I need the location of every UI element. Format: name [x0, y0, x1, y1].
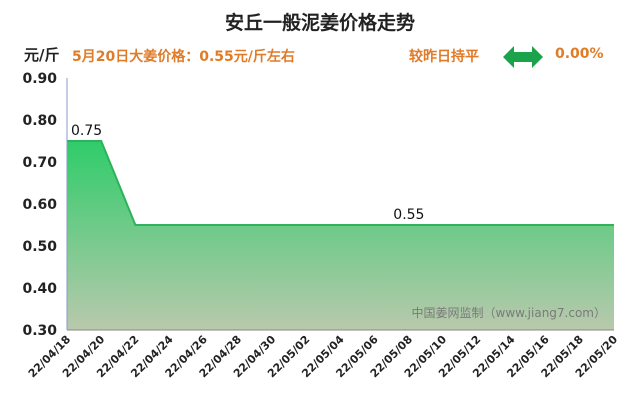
compare-value: 0.00% — [555, 46, 604, 62]
y-tick-label: 0.80 — [22, 113, 57, 129]
price-line — [67, 140, 614, 226]
x-axis-ticks: 22/04/1822/04/2022/04/2222/04/2422/04/26… — [26, 333, 621, 381]
double-arrow-icon — [503, 46, 543, 68]
data-labels: 0.75 0.55 — [71, 123, 424, 223]
y-tick-label: 0.60 — [22, 197, 57, 213]
y-tick-label: 0.50 — [22, 239, 57, 255]
y-axis-ticks: 0.30 0.40 0.50 0.60 0.70 0.80 0.90 — [22, 71, 57, 339]
watermark-text: 中国姜网监制（www.jiang7.com） — [412, 305, 606, 320]
compare-label: 较昨日持平 — [409, 49, 479, 65]
y-tick-label: 0.30 — [22, 323, 57, 339]
data-label: 0.55 — [393, 207, 424, 223]
price-info: 5月20日大姜价格：0.55元/斤左右 — [72, 49, 295, 65]
y-tick-label: 0.90 — [22, 71, 57, 87]
price-area — [67, 141, 614, 330]
data-label: 0.75 — [71, 123, 102, 139]
y-axis-unit: 元/斤 — [24, 46, 60, 64]
y-tick-label: 0.40 — [22, 281, 57, 297]
chart-title: 安丘一般泥姜价格走势 — [224, 12, 415, 34]
y-tick-label: 0.70 — [22, 155, 57, 171]
